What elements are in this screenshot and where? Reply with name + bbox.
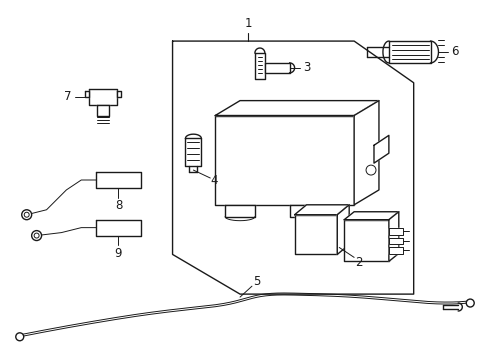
Polygon shape [388,228,402,235]
Polygon shape [388,238,402,244]
Polygon shape [254,53,264,79]
Text: 2: 2 [355,256,362,269]
Polygon shape [289,205,324,217]
Polygon shape [117,91,121,96]
Polygon shape [388,247,402,255]
Polygon shape [264,63,289,73]
Circle shape [21,210,32,220]
Polygon shape [344,212,398,220]
Polygon shape [353,100,378,205]
Polygon shape [215,116,353,205]
Polygon shape [344,220,388,261]
Circle shape [466,299,473,307]
Polygon shape [388,212,398,261]
Text: 9: 9 [115,247,122,260]
Polygon shape [96,172,141,188]
Text: 7: 7 [63,90,71,103]
Text: 1: 1 [244,17,251,30]
Polygon shape [215,100,378,116]
Text: 3: 3 [302,61,309,75]
Polygon shape [337,205,348,255]
Polygon shape [85,91,89,96]
Polygon shape [388,41,429,63]
Polygon shape [185,138,201,166]
Polygon shape [373,135,388,163]
Circle shape [32,231,41,240]
Circle shape [366,165,375,175]
Text: 5: 5 [253,275,260,288]
Text: 4: 4 [210,175,218,188]
Polygon shape [89,89,117,105]
Polygon shape [96,220,141,235]
Polygon shape [294,205,348,215]
Polygon shape [294,215,337,255]
Text: 6: 6 [451,45,458,58]
Polygon shape [224,205,254,217]
Circle shape [16,333,24,341]
Text: 8: 8 [115,199,122,212]
Polygon shape [97,105,109,117]
